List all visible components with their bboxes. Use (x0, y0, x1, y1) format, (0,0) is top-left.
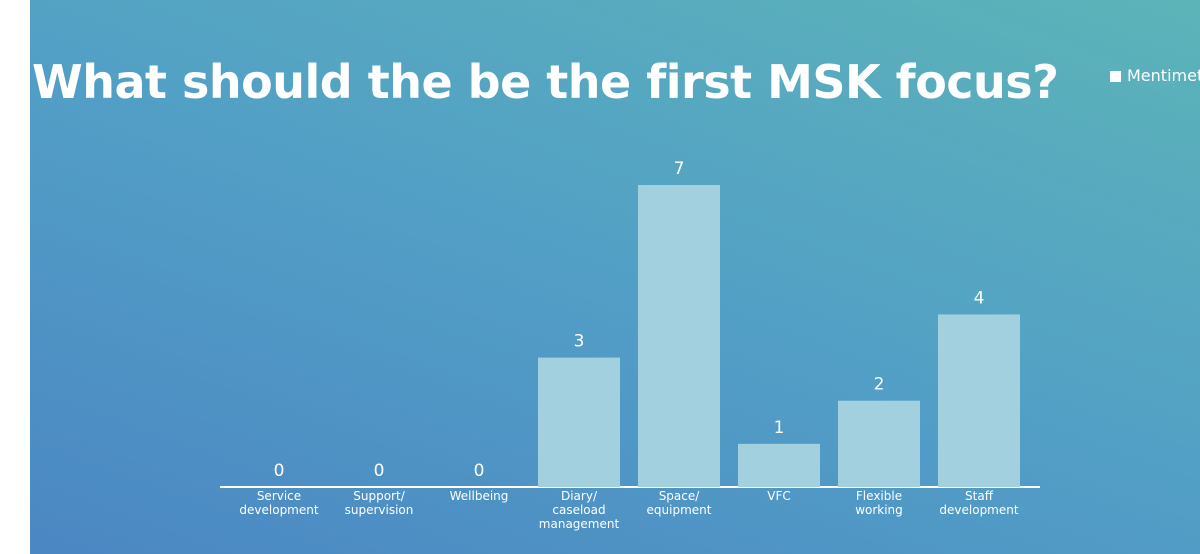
bar (738, 443, 820, 487)
bar (838, 400, 920, 487)
value-label: 0 (474, 461, 485, 481)
category-label: Staff development (939, 489, 1019, 517)
category-label: Diary/ caseload management (538, 489, 620, 531)
category-label: Wellbeing (449, 489, 509, 503)
value-label: 2 (874, 375, 885, 395)
bar (638, 185, 720, 487)
slide: What should the be the first MSK focus? … (30, 0, 1200, 554)
chart: 0 0 0 3 7 1 2 4 (220, 159, 1040, 488)
value-label: 1 (774, 418, 785, 438)
category-label: Support/ supervision (344, 489, 414, 517)
bar (538, 357, 620, 487)
brand-logo: Mentimeter (1110, 66, 1200, 85)
category-label: Service development (239, 489, 319, 517)
value-label: 4 (974, 288, 985, 308)
value-label: 0 (274, 461, 285, 481)
category-label: VFC (767, 489, 791, 503)
value-label: 0 (374, 461, 385, 481)
category-label: Flexible working (855, 489, 903, 517)
bar (938, 314, 1020, 487)
category-label: Space/ equipment (646, 489, 712, 517)
value-label: 7 (674, 159, 685, 179)
value-label: 3 (574, 332, 585, 352)
chart-title: What should the be the first MSK focus? (32, 55, 1059, 109)
